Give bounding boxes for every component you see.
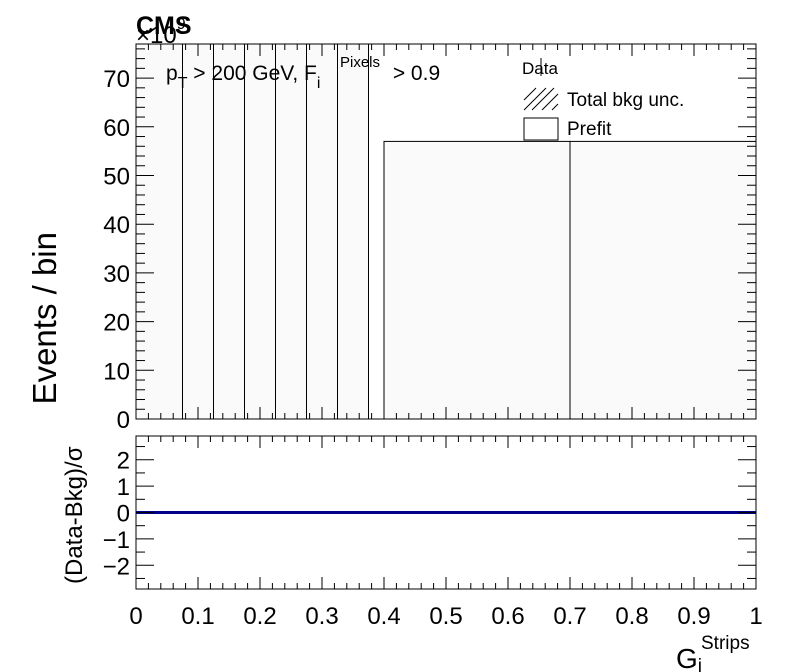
ratio-y-tick-label-1: −1 <box>103 527 130 554</box>
prefit-bin-8 <box>383 140 571 420</box>
main-y-axis-title: Events / bin <box>26 232 63 404</box>
x-tick-label-5: 0.5 <box>429 603 462 630</box>
prefit-bin-0 <box>135 43 183 420</box>
selection-f-sub: i <box>317 75 321 92</box>
main-y-tick-label-6: 60 <box>103 115 130 142</box>
x-axis-title: Gi <box>676 643 702 672</box>
ratio-y-tick-label-3: 1 <box>117 474 130 501</box>
ratio-y-tick-label-4: 2 <box>117 448 130 475</box>
main-y-tick-label-2: 20 <box>103 310 130 337</box>
main-axis-ticks <box>135 44 757 420</box>
exponent-power: 9 <box>177 16 186 33</box>
ratio-y-axis-title: (Data-Bkg)/σ <box>61 446 88 584</box>
legend: Data Total bkg unc. Prefit <box>522 58 684 141</box>
main-y-tick-label-5: 50 <box>103 163 130 190</box>
prefit-bin-3 <box>244 43 276 420</box>
selection-label: pT > 200 GeV, Fi > 0.9 <box>166 62 440 92</box>
prefit-bin-4 <box>275 43 307 420</box>
legend-data-label: Data <box>522 59 558 78</box>
x-tick-label-1: 0.1 <box>181 603 214 630</box>
selection-f-sup: Pixels <box>340 54 380 71</box>
main-y-tick-label-3: 30 <box>103 261 130 288</box>
selection-cut: > 0.9 <box>387 62 440 85</box>
selection-mid: > 200 GeV, F <box>187 62 316 85</box>
x-tick-label-3: 0.3 <box>305 603 338 630</box>
prefit-bin-5 <box>306 43 338 420</box>
prefit-bin-1 <box>182 43 214 420</box>
main-y-tick-labels: 0 10 20 30 40 50 60 70 <box>103 66 130 434</box>
exponent-label: ×109 <box>136 16 186 49</box>
main-y-tick-label-4: 40 <box>103 212 130 239</box>
x-axis-title-sub: i <box>698 656 702 672</box>
ratio-y-tick-label-2: 0 <box>117 501 130 528</box>
prefit-bin-2 <box>213 43 245 420</box>
x-tick-label-8: 0.8 <box>615 603 648 630</box>
selection-pt-sub: T <box>178 75 188 92</box>
x-axis-title-main: G <box>676 643 698 672</box>
exponent-base: ×10 <box>136 22 177 49</box>
legend-prefit-swatch <box>523 117 559 141</box>
x-tick-label-10: 1 <box>749 603 762 630</box>
ratio-axis-ticks <box>135 436 757 589</box>
legend-prefit-label: Prefit <box>567 119 612 140</box>
x-tick-labels: 0 0.1 0.2 0.3 0.4 0.5 0.6 0.7 0.8 0.9 1 <box>129 603 762 630</box>
selection-pt: p <box>166 62 178 85</box>
x-tick-label-6: 0.6 <box>491 603 524 630</box>
cms-label: CMS <box>136 12 192 40</box>
legend-unc-label: Total bkg unc. <box>567 90 684 111</box>
x-axis-title-sup: Strips <box>701 633 750 654</box>
prefit-bin-6 <box>337 43 369 420</box>
x-tick-label-9: 0.9 <box>677 603 710 630</box>
x-tick-label-7: 0.7 <box>553 603 586 630</box>
prefit-bin-9 <box>569 140 757 420</box>
ratio-y-tick-label-0: −2 <box>103 553 130 580</box>
legend-unc-swatch <box>523 87 559 111</box>
main-y-tick-label-1: 10 <box>103 358 130 385</box>
x-tick-label-4: 0.4 <box>367 603 400 630</box>
main-histogram-bins <box>135 43 757 420</box>
x-tick-label-0: 0 <box>129 603 142 630</box>
main-y-tick-label-0: 0 <box>117 407 130 434</box>
x-tick-label-2: 0.2 <box>243 603 276 630</box>
main-y-tick-label-7: 70 <box>103 66 130 93</box>
